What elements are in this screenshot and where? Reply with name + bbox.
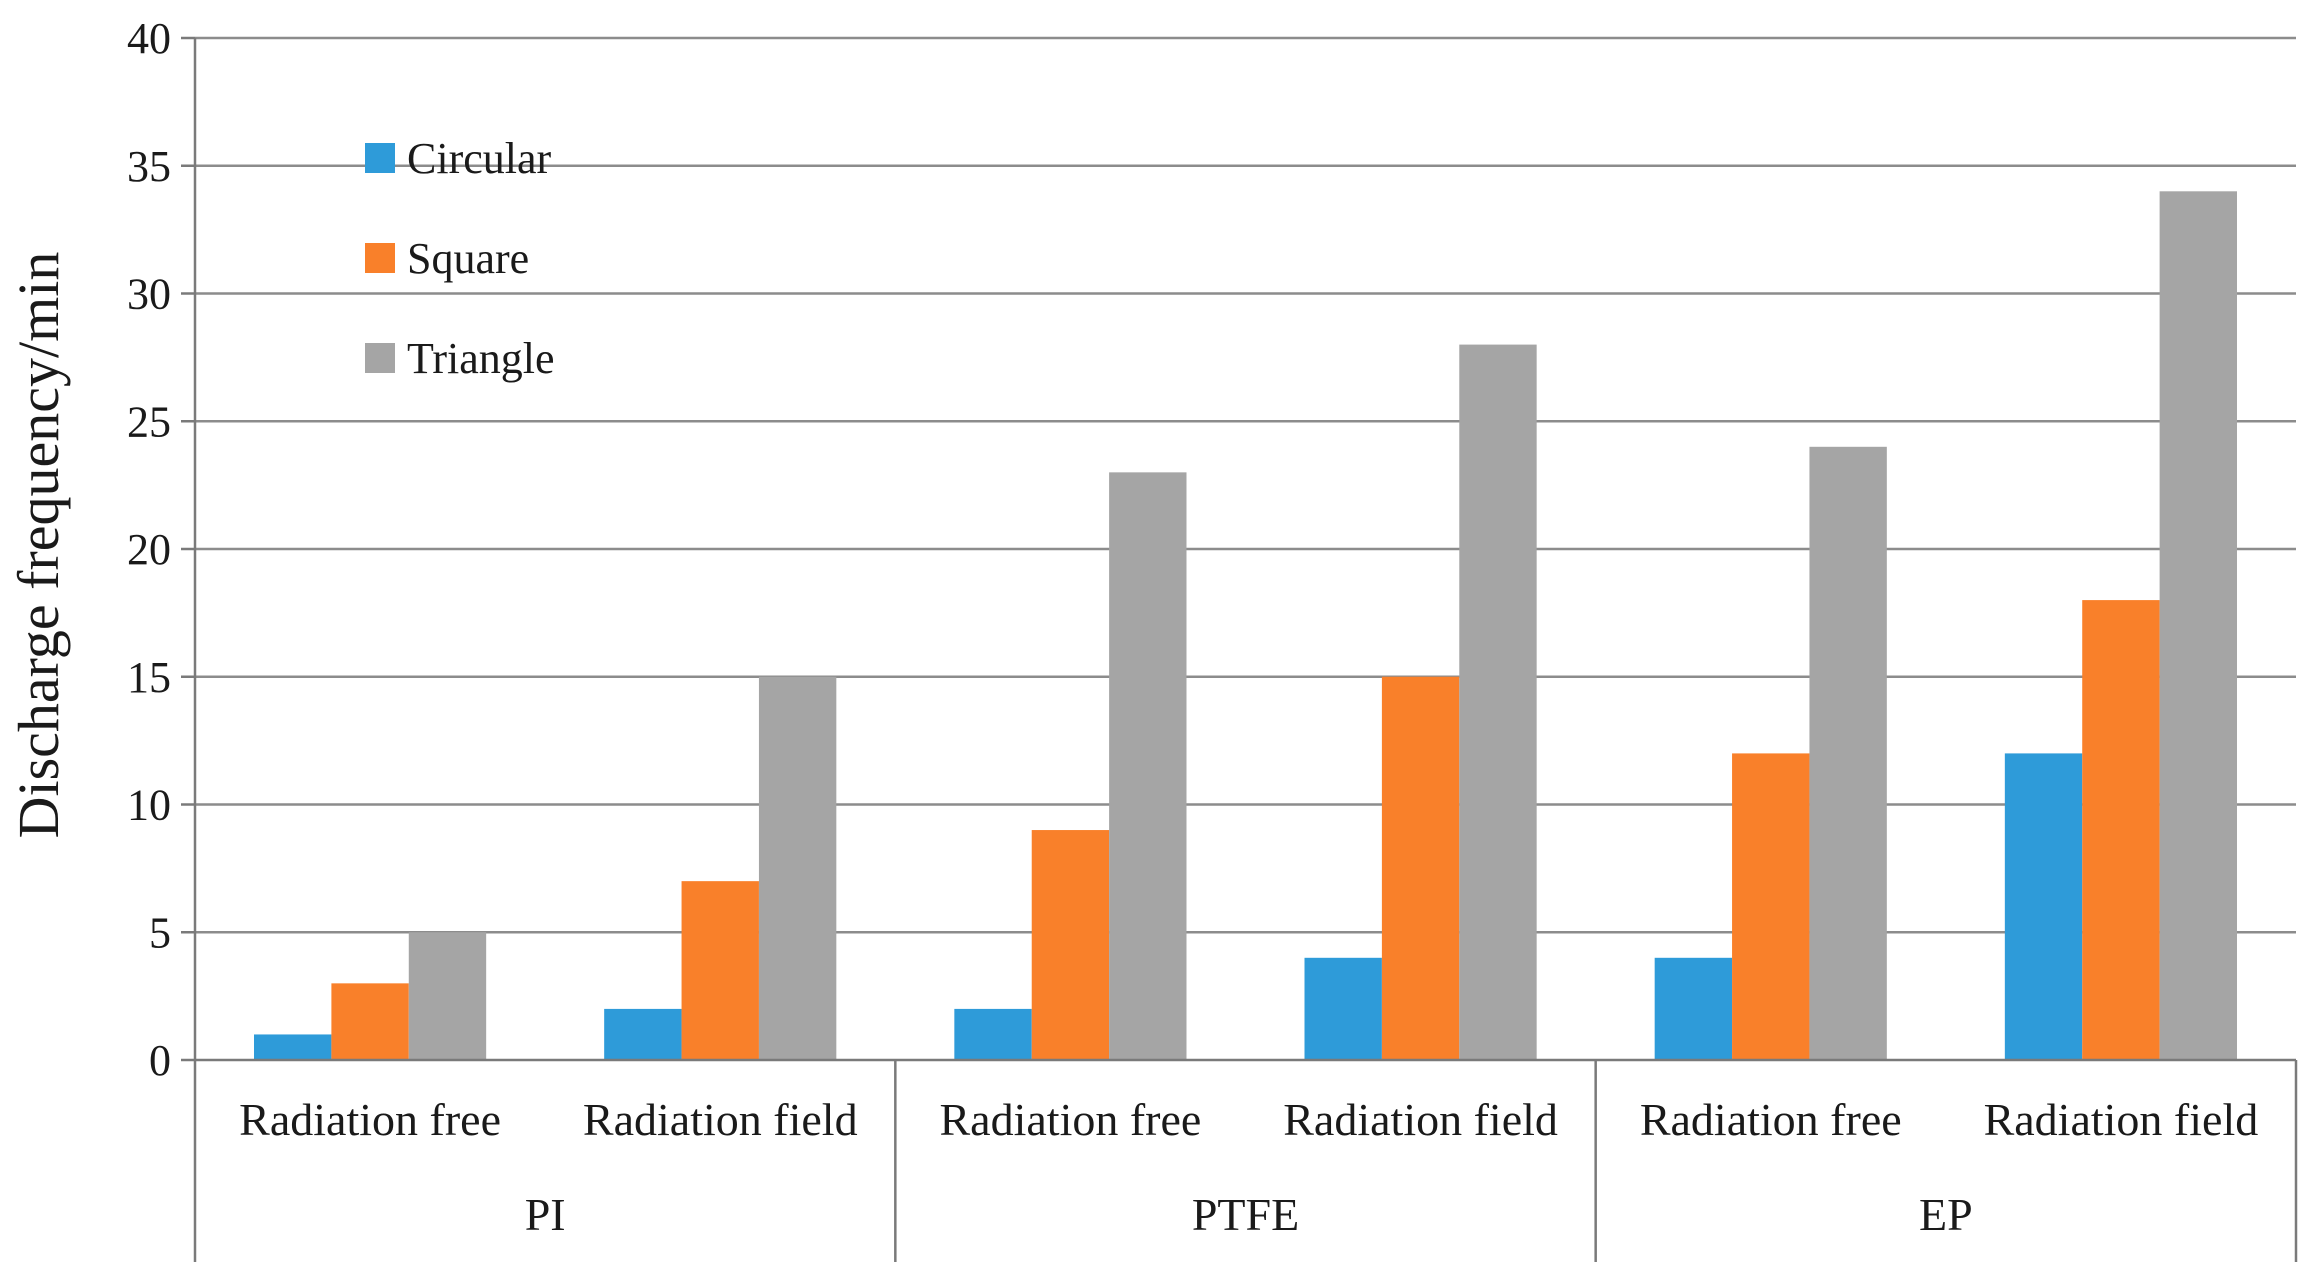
legend-label-square: Square (407, 234, 529, 283)
y-tick-label: 10 (127, 781, 171, 830)
bar-square (331, 983, 409, 1060)
legend-swatch-triangle (365, 343, 395, 373)
bar-circular (254, 1034, 332, 1060)
y-axis-title: Discharge frequency/min (6, 252, 71, 839)
x-group-label: PI (525, 1189, 566, 1240)
legend-swatch-square (365, 243, 395, 273)
y-tick-label: 20 (127, 525, 171, 574)
y-tick-label: 40 (127, 14, 171, 63)
bar-triangle (1109, 472, 1187, 1061)
bar-circular (604, 1008, 682, 1060)
y-tick-labels: 0 5 10 15 20 25 30 35 40 (127, 14, 171, 1085)
x-group-label: EP (1919, 1189, 1973, 1240)
bar-circular (1304, 957, 1382, 1060)
bar-circular (954, 1008, 1032, 1060)
x-category-label: Radiation free (1640, 1094, 1902, 1145)
x-category-label: Radiation field (1984, 1094, 2259, 1145)
y-tick-label: 0 (149, 1036, 171, 1085)
bar-triangle (1809, 446, 1887, 1060)
x-category-label: Radiation field (1283, 1094, 1558, 1145)
x-category-labels: Radiation free Radiation field Radiation f… (239, 1094, 2258, 1240)
bar-triangle (758, 676, 837, 1060)
bar-circular (2004, 753, 2083, 1060)
bar-square (1732, 753, 1810, 1060)
bar-triangle (2159, 191, 2237, 1061)
y-tick-label: 25 (127, 397, 171, 446)
y-tick-label: 5 (149, 908, 171, 957)
legend-label-circular: Circular (407, 134, 552, 183)
y-tick-label: 35 (127, 142, 171, 191)
axes (181, 36, 2298, 1262)
bar-circular (1654, 957, 1733, 1060)
x-group-label: PTFE (1192, 1189, 1299, 1240)
x-category-label: Radiation free (940, 1094, 1202, 1145)
x-category-label: Radiation free (239, 1094, 501, 1145)
legend-label-triangle: Triangle (407, 334, 555, 383)
bars (254, 191, 2237, 1061)
x-category-label: Radiation field (583, 1094, 858, 1145)
legend: Circular Square Triangle (365, 134, 555, 383)
legend-swatch-circular (365, 143, 395, 173)
gridlines (195, 36, 2296, 934)
bar-square (2082, 600, 2160, 1060)
bar-square (1031, 830, 1110, 1060)
bar-square (681, 881, 759, 1060)
bar-square (1381, 676, 1460, 1060)
y-tick-label: 15 (127, 653, 171, 702)
bar-triangle (408, 932, 487, 1060)
bar-triangle (1459, 344, 1537, 1061)
y-tick-label: 30 (127, 270, 171, 319)
